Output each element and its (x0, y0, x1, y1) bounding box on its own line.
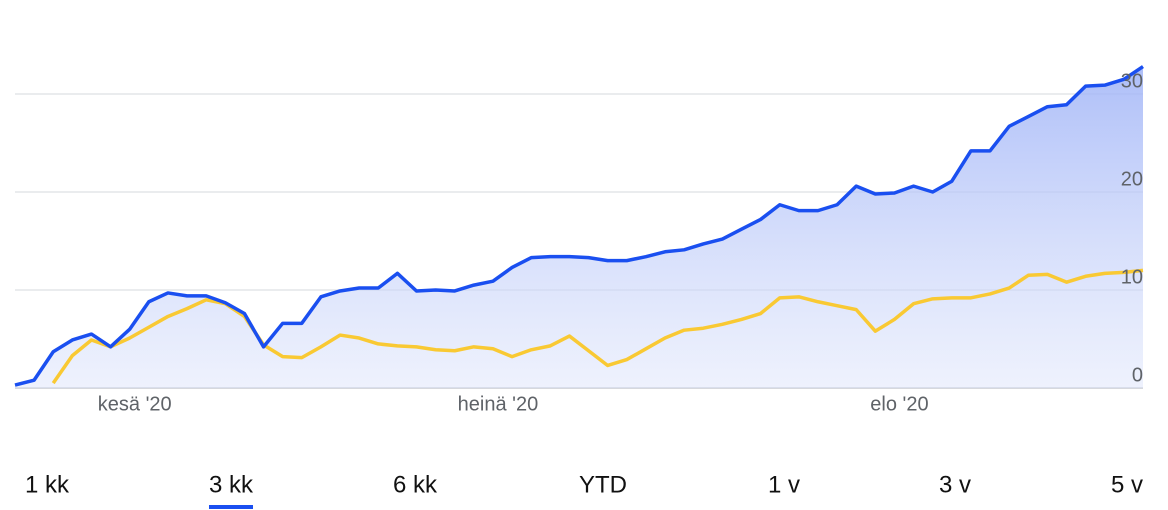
x-tick-label: kesä '20 (98, 393, 172, 415)
range-button[interactable]: 6 kk (393, 471, 438, 498)
range-button[interactable]: 3 kk (209, 471, 254, 498)
range-button[interactable]: YTD (579, 471, 627, 498)
area-fill (15, 66, 1143, 388)
range-button[interactable]: 1 v (768, 471, 800, 498)
range-button[interactable]: 1 kk (25, 471, 70, 498)
x-tick-label: heinä '20 (458, 393, 539, 415)
y-tick-label: 30 (1121, 70, 1143, 92)
selected-underline (208, 505, 254, 509)
series-line (14, 65, 1144, 387)
x-tick-label: elo '20 (870, 393, 928, 415)
y-tick-label: 20 (1121, 168, 1143, 190)
range-button[interactable]: 3 v (939, 471, 971, 498)
y-tick-label: 10 (1121, 266, 1143, 288)
y-tick-label: 0 (1132, 364, 1143, 386)
range-button[interactable]: 5 v (1111, 471, 1143, 498)
